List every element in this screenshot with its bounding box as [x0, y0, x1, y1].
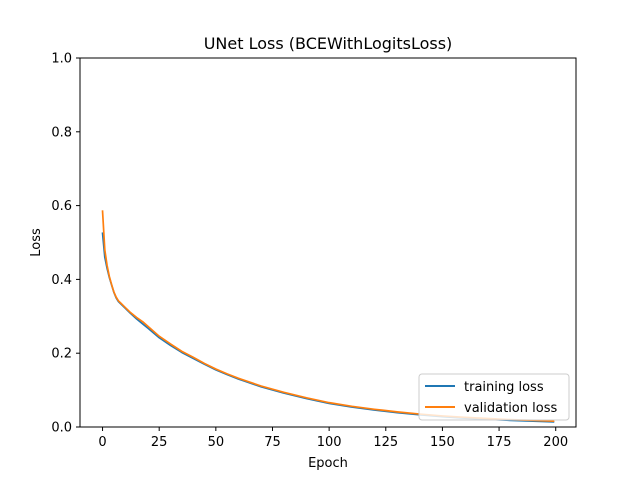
- x-tick-label: 200: [543, 435, 568, 450]
- x-tick-label: 75: [264, 435, 281, 450]
- y-tick-label: 0.8: [51, 125, 72, 140]
- x-tick-label: 125: [373, 435, 398, 450]
- x-axis-label: Epoch: [308, 456, 348, 471]
- legend-box: [418, 373, 570, 421]
- x-ticks: 0 25 50 75 100 125 150 175 200: [98, 427, 568, 450]
- y-tick-label: 0.2: [51, 347, 72, 362]
- x-tick-label: 25: [151, 435, 168, 450]
- x-tick-label: 0: [98, 435, 106, 450]
- x-tick-label: 150: [430, 435, 455, 450]
- y-ticks: 0.0 0.2 0.4 0.6 0.8 1.0: [51, 52, 80, 436]
- chart-title: UNet Loss (BCEWithLogitsLoss): [204, 34, 453, 53]
- x-tick-label: 100: [317, 435, 342, 450]
- legend: training loss validation loss: [418, 373, 570, 421]
- y-tick-label: 0.6: [51, 199, 72, 214]
- y-tick-label: 0.0: [51, 421, 72, 436]
- plot-frame: [79, 57, 577, 428]
- x-tick-label: 50: [208, 435, 225, 450]
- x-tick-label: 175: [487, 435, 512, 450]
- legend-label-validation-loss: validation loss: [464, 401, 557, 416]
- y-tick-label: 1.0: [51, 52, 72, 67]
- y-tick-label: 0.4: [51, 273, 72, 288]
- legend-label-training-loss: training loss: [464, 380, 544, 395]
- plot-area: [80, 58, 576, 427]
- y-axis-label: Loss: [29, 228, 44, 257]
